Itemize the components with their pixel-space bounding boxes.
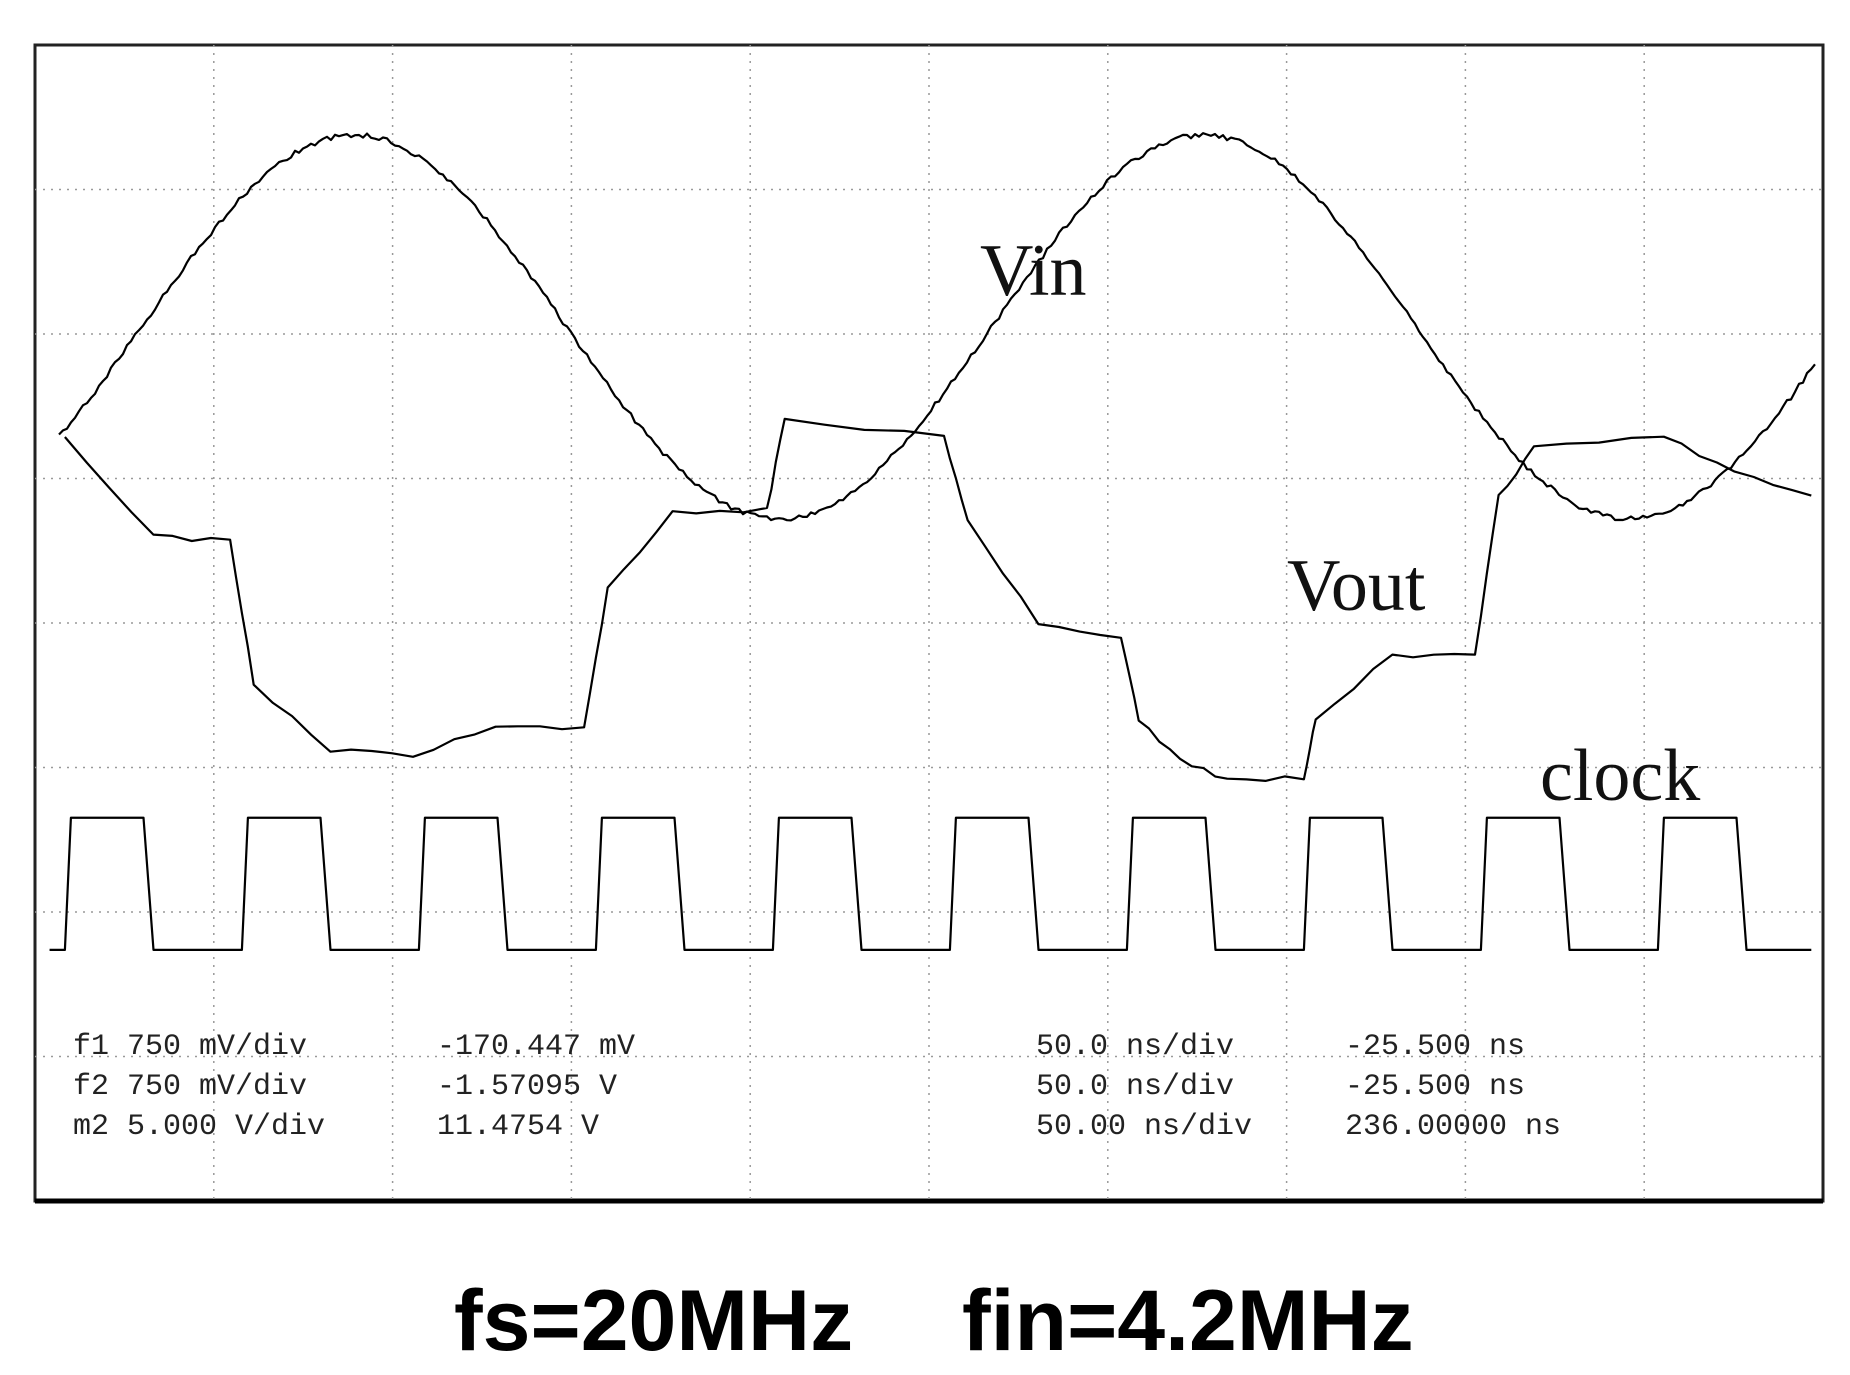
readout-text: 11.4754 V xyxy=(437,1110,599,1144)
vin-label: Vin xyxy=(980,230,1087,312)
vout-label: Vout xyxy=(1287,545,1426,627)
readout-text: f2 750 mV/div xyxy=(73,1070,307,1104)
readout-text: f1 750 mV/div xyxy=(73,1030,307,1064)
clock-label: clock xyxy=(1540,735,1700,817)
readout-text: m2 5.000 V/div xyxy=(73,1110,325,1144)
readout-text: 50.0 ns/div xyxy=(1036,1070,1234,1104)
readout: f1 750 mV/div -170.447 mV 50.0 ns/div -25.5… xyxy=(73,1030,1561,1144)
readout-text: -170.447 mV xyxy=(437,1030,635,1064)
vout-waveform xyxy=(64,417,1812,782)
caption-fs: fs=20MHz xyxy=(454,1273,853,1369)
readout-text: 50.0 ns/div xyxy=(1036,1030,1234,1064)
readout-text: -25.500 ns xyxy=(1345,1030,1525,1064)
readout-text: -25.500 ns xyxy=(1345,1070,1525,1104)
readout-text: -1.57095 V xyxy=(437,1070,617,1104)
caption-fin: fin=4.2MHz xyxy=(962,1273,1414,1369)
clock-waveform xyxy=(49,816,1812,951)
readout-text: 50.00 ns/div xyxy=(1036,1110,1252,1144)
readout-text: 236.00000 ns xyxy=(1345,1110,1561,1144)
graticule xyxy=(35,45,1823,1201)
